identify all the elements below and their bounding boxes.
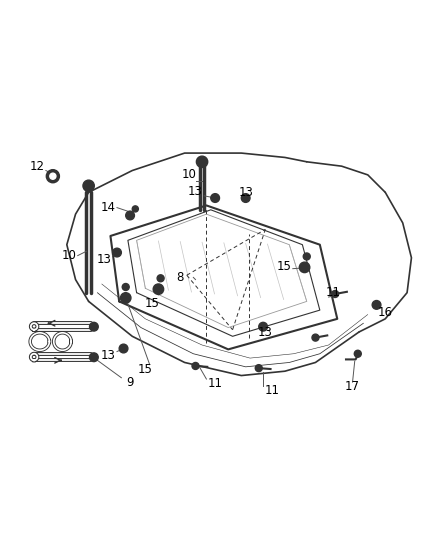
Circle shape (119, 344, 127, 353)
Circle shape (311, 334, 318, 341)
Circle shape (191, 362, 198, 369)
Text: 15: 15 (276, 260, 291, 273)
Text: 15: 15 (138, 362, 152, 376)
Circle shape (157, 275, 164, 282)
Text: 13: 13 (96, 254, 111, 266)
Text: 13: 13 (187, 185, 202, 198)
Circle shape (49, 173, 56, 179)
Text: 15: 15 (144, 297, 159, 310)
Circle shape (125, 211, 134, 220)
Text: 8: 8 (176, 271, 184, 284)
Circle shape (196, 156, 207, 167)
Text: 11: 11 (207, 377, 222, 390)
Text: 11: 11 (325, 286, 339, 299)
Text: 9: 9 (126, 376, 134, 389)
Circle shape (153, 284, 163, 294)
Circle shape (113, 248, 121, 257)
Text: 13: 13 (238, 186, 253, 199)
Text: 10: 10 (181, 168, 196, 181)
Circle shape (299, 262, 309, 272)
Text: 14: 14 (101, 201, 116, 214)
Circle shape (371, 301, 380, 309)
Circle shape (303, 253, 310, 260)
Circle shape (83, 180, 94, 191)
Text: 13: 13 (257, 326, 272, 340)
Circle shape (254, 365, 261, 372)
Circle shape (258, 322, 267, 331)
Circle shape (331, 290, 338, 297)
Text: 11: 11 (264, 384, 279, 397)
Text: 16: 16 (377, 306, 392, 319)
Circle shape (89, 322, 98, 331)
Circle shape (241, 193, 250, 203)
Text: 17: 17 (344, 380, 359, 393)
Text: 10: 10 (61, 249, 76, 262)
Text: 13: 13 (101, 350, 116, 362)
Circle shape (122, 284, 129, 290)
Circle shape (210, 193, 219, 203)
Circle shape (89, 353, 98, 361)
Circle shape (120, 293, 131, 303)
Circle shape (46, 169, 59, 183)
Text: 12: 12 (30, 160, 45, 173)
Circle shape (132, 206, 138, 212)
Circle shape (353, 350, 360, 357)
